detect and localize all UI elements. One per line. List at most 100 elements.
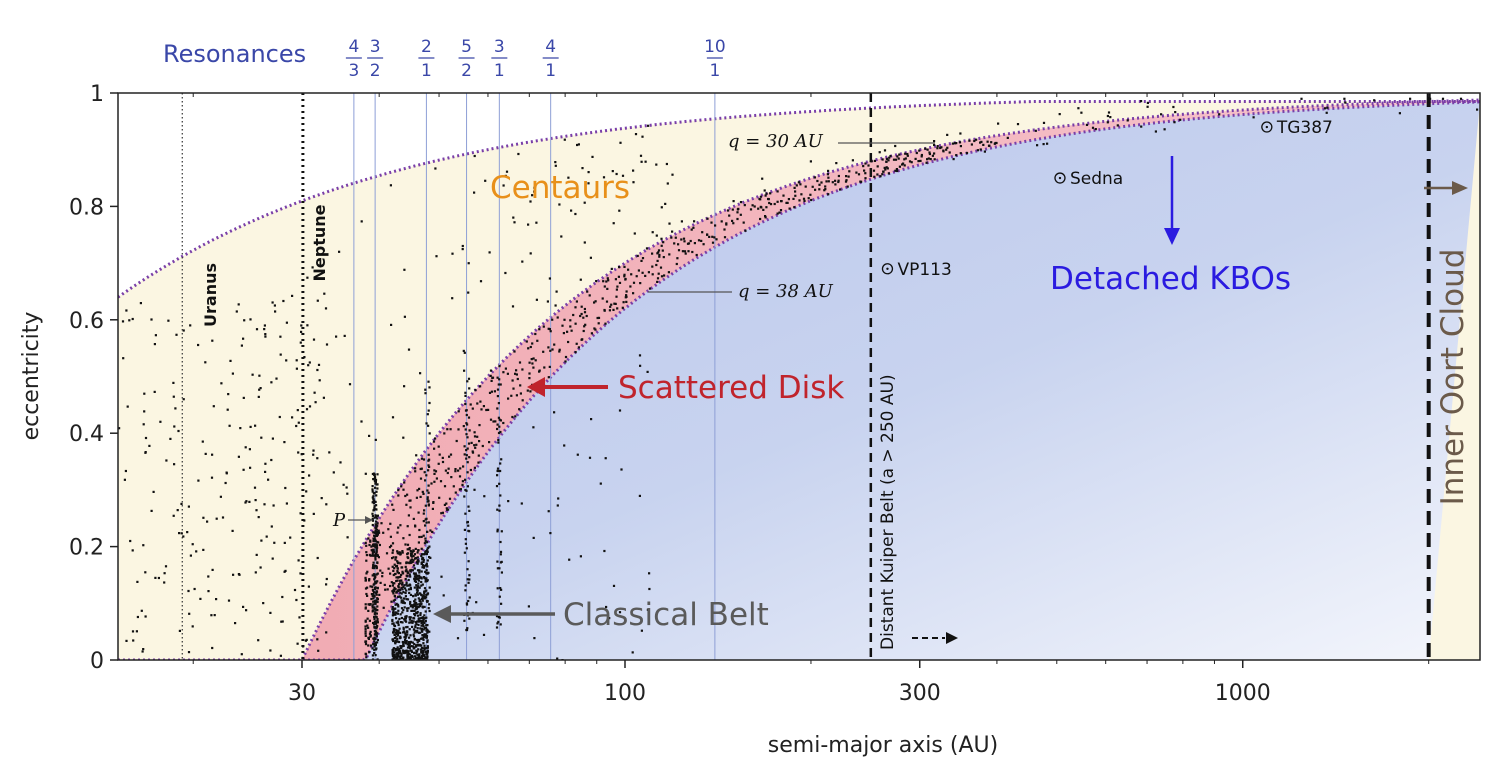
data-point [862,165,865,168]
data-point [834,183,837,186]
data-point [711,241,715,244]
data-point [467,524,470,527]
data-point [409,641,412,644]
data-point [792,197,795,200]
data-point [421,564,425,567]
data-point [761,177,764,180]
data-point [424,504,427,507]
data-point [372,609,375,612]
data-point [515,373,518,376]
data-point [411,641,414,644]
data-point [448,455,451,458]
data-point [466,578,469,581]
data-point [346,536,349,539]
data-point [323,292,326,295]
data-point [414,624,417,627]
named-object-center [886,267,889,270]
data-point [656,252,659,255]
data-point [412,564,416,567]
data-point [997,122,1000,125]
data-point [464,478,467,481]
data-point [413,613,416,616]
data-point [374,643,377,647]
data-point [680,220,683,223]
data-point [391,416,395,419]
data-point [554,304,557,307]
data-point [242,468,245,471]
data-point [368,553,371,556]
data-point [534,359,537,362]
data-point [417,623,420,626]
data-point [638,494,641,497]
data-point [605,280,608,283]
data-point [414,525,417,528]
data-point [498,482,501,485]
data-point [629,285,632,288]
data-point [406,584,409,587]
data-point [379,581,382,584]
data-point [397,489,400,492]
data-point [400,646,403,650]
data-point [485,408,488,412]
data-point [519,392,522,395]
data-point [415,561,419,564]
data-point [640,259,643,262]
data-point [393,637,396,640]
data-point [926,158,929,161]
data-point [610,303,613,306]
data-point [392,588,395,591]
data-point [270,525,273,528]
data-point [419,613,422,617]
data-point [1042,121,1046,124]
data-point [467,505,470,508]
data-point [482,405,485,408]
data-point [372,478,375,481]
data-point [406,553,409,556]
data-point [426,548,429,551]
data-point [535,298,538,301]
data-point [345,486,348,489]
data-point [409,584,412,587]
data-point [308,361,311,364]
data-point [400,485,403,488]
data-point [163,581,166,584]
data-point [404,577,407,581]
data-point [581,167,584,170]
data-point [495,485,499,488]
data-point [411,609,414,612]
data-point [410,649,413,652]
data-point [396,631,399,634]
data-point [464,488,467,492]
data-point [751,204,754,207]
q38-label: q = 38 AU [738,281,834,302]
data-point [402,572,405,575]
data-point [499,540,502,544]
data-point [464,394,467,397]
data-point [466,627,469,630]
data-point [574,351,577,354]
data-point [529,345,532,349]
data-point [308,405,312,408]
data-point [375,553,378,556]
data-point [670,236,673,239]
data-point [187,589,190,593]
data-point [391,649,395,652]
data-point [753,205,756,208]
data-point [372,643,375,646]
data-point [465,602,468,605]
data-point [420,621,423,625]
data-point [371,515,374,518]
data-point [423,621,426,624]
data-point [885,157,889,160]
data-point [371,574,374,577]
data-point [302,645,305,648]
data-point [375,599,378,602]
data-point [408,573,411,576]
data-point [300,324,303,327]
data-point [466,471,469,474]
data-point [662,256,665,259]
data-point [641,257,645,260]
data-point [375,483,378,486]
data-point [393,567,396,570]
data-point [435,477,438,480]
